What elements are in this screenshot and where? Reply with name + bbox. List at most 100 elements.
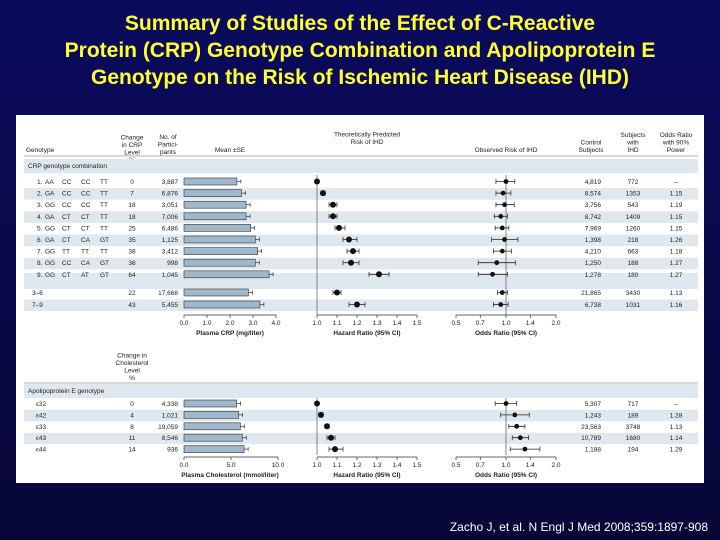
crp-change-value: 25 (128, 225, 136, 232)
odds-power-header: Power (667, 147, 686, 154)
crp-summary-or-point (498, 302, 504, 307)
apoe-hr-axis-tick-label: 1.5 (412, 462, 421, 469)
genotype-allele: GT (100, 260, 109, 267)
apoe-hr-axis-tick-label: 1.2 (352, 462, 361, 469)
crp-change-value: 18 (128, 214, 136, 221)
genotype-allele: GG (45, 260, 55, 267)
crp-or-point (499, 225, 505, 231)
or-axis-tick-label: 0.7 (476, 320, 485, 327)
apoe-change-value: 8 (130, 424, 134, 431)
apoe-or-point (522, 446, 528, 452)
genotype-allele: TT (62, 249, 70, 256)
or-axis-tick-label: 1.0 (501, 320, 510, 327)
genotype-allele: AT (81, 272, 89, 279)
or-axis-tick-label: 0.5 (451, 320, 460, 327)
crp-ihd-value: 1353 (626, 191, 641, 198)
crp-summary-control-value: 6,738 (585, 302, 602, 309)
genotype-allele: GA (45, 191, 55, 198)
genotype-allele: CC (62, 260, 72, 267)
crp-control-value: 3,756 (585, 202, 602, 209)
crp-power-value: 1.26 (670, 237, 683, 244)
crp-change-value: 38 (128, 249, 136, 256)
apoe-or-point (503, 401, 509, 406)
crp-mean-bar (183, 247, 258, 255)
apoe-participants-value: 8,546 (162, 435, 179, 442)
apoe-or-axis-tick-label: 0.7 (476, 462, 485, 469)
genotype-allele: GA (45, 237, 55, 244)
crp-mean-bar (183, 235, 256, 244)
title-line-2: Protein (CRP) Genotype Combination and A… (64, 39, 656, 62)
row-band (24, 211, 698, 223)
apoe-participants-value: 19,059 (158, 424, 178, 431)
apoe-mean-bar (183, 411, 239, 419)
hr-axis-tick-label: 1.5 (412, 320, 421, 327)
or-axis-label: Odds Ratio (95% CI) (475, 330, 537, 337)
genotype-row-number: 8. (37, 260, 43, 267)
apoe-section-label: Apolipoprotein E genotype (28, 388, 105, 395)
title-line-1: Summary of Studies of the Effect of C-Re… (124, 12, 596, 35)
apoe-change-value: 0 (130, 401, 134, 408)
crp-ihd-value: 543 (628, 202, 639, 209)
apoe-hr-point (324, 423, 330, 430)
genotype-allele: GG (45, 202, 55, 209)
crp-control-value: 4,819 (585, 179, 602, 186)
apoe-or-point (512, 412, 518, 418)
crp-axis-tick-label: 4.0 (271, 320, 280, 327)
row-band (24, 432, 698, 445)
hr-axis-tick-label: 1.2 (352, 320, 361, 327)
crp-control-value: 1,398 (585, 237, 602, 244)
change-crp-header: Change (121, 135, 144, 142)
chol-axis-label: Plasma Cholesterol (mmol/liter) (181, 472, 279, 479)
crp-hr-point (314, 178, 320, 185)
genotype-allele: CA (81, 260, 91, 267)
chol-axis-tick-label: 10.0 (272, 462, 285, 469)
genotype-allele: CC (62, 179, 72, 186)
crp-power-value: 1.27 (670, 272, 683, 279)
crp-or-point (503, 179, 509, 184)
genotype-allele: TT (100, 249, 108, 256)
odds-power-header: with 90% (662, 140, 690, 147)
row-band (24, 409, 698, 422)
crp-change-value: 7 (130, 191, 134, 198)
crp-ihd-value: 1409 (626, 214, 641, 221)
genotype-allele: CC (62, 191, 72, 198)
crp-hr-point (320, 190, 326, 197)
predicted-risk-header: Theoretically Predicted (334, 132, 400, 139)
hr-axis-label: Hazard Ratio (95% CI) (333, 330, 400, 337)
crp-mean-bar (183, 200, 247, 209)
crp-control-value: 1,250 (585, 260, 602, 267)
hr-axis-tick-label: 1.3 (372, 320, 381, 327)
hr-axis-tick-label: 1.0 (312, 320, 321, 327)
crp-participants-value: 7,006 (162, 214, 179, 221)
apoe-mean-bar (183, 445, 245, 453)
crp-hr-point (350, 248, 356, 255)
genotype-allele: CC (62, 202, 72, 209)
predicted-risk-header: Risk of IHD (351, 139, 384, 146)
crp-hr-point (336, 224, 342, 231)
ihd-subjects-header: with (626, 140, 639, 147)
crp-participants-value: 3,887 (162, 179, 179, 186)
genotype-allele: CT (62, 237, 71, 244)
genotype-allele: CA (81, 237, 91, 244)
apoe-hr-axis-tick-label: 1.0 (312, 462, 321, 469)
genotype-row-number: 3. (37, 202, 43, 209)
apoe-genotype: ε33 (36, 424, 47, 431)
crp-participants-value: 3,051 (162, 202, 179, 209)
or-axis-tick-label: 1.4 (526, 320, 535, 327)
crp-hr-point (330, 201, 336, 208)
crp-summary-power-value: 1.13 (670, 290, 683, 297)
genotype-allele: TT (100, 225, 108, 232)
crp-control-value: 8,574 (585, 191, 602, 198)
apoe-or-axis-tick-label: 2.0 (551, 462, 560, 469)
crp-or-point (494, 260, 500, 266)
crp-control-value: 1,278 (585, 272, 602, 279)
crp-summary-ihd-value: 1031 (626, 302, 641, 309)
genotype-allele: CC (81, 179, 91, 186)
genotype-allele: TT (100, 179, 108, 186)
crp-hr-point (330, 213, 336, 220)
apoe-hr-axis-label: Hazard Ratio (95% CI) (333, 472, 400, 479)
genotype-allele: GT (100, 237, 109, 244)
hr-axis-tick-label: 1.4 (392, 320, 401, 327)
change-cholesterol-header: Change in (117, 353, 147, 360)
apoe-hr-axis-tick-label: 1.4 (392, 462, 401, 469)
